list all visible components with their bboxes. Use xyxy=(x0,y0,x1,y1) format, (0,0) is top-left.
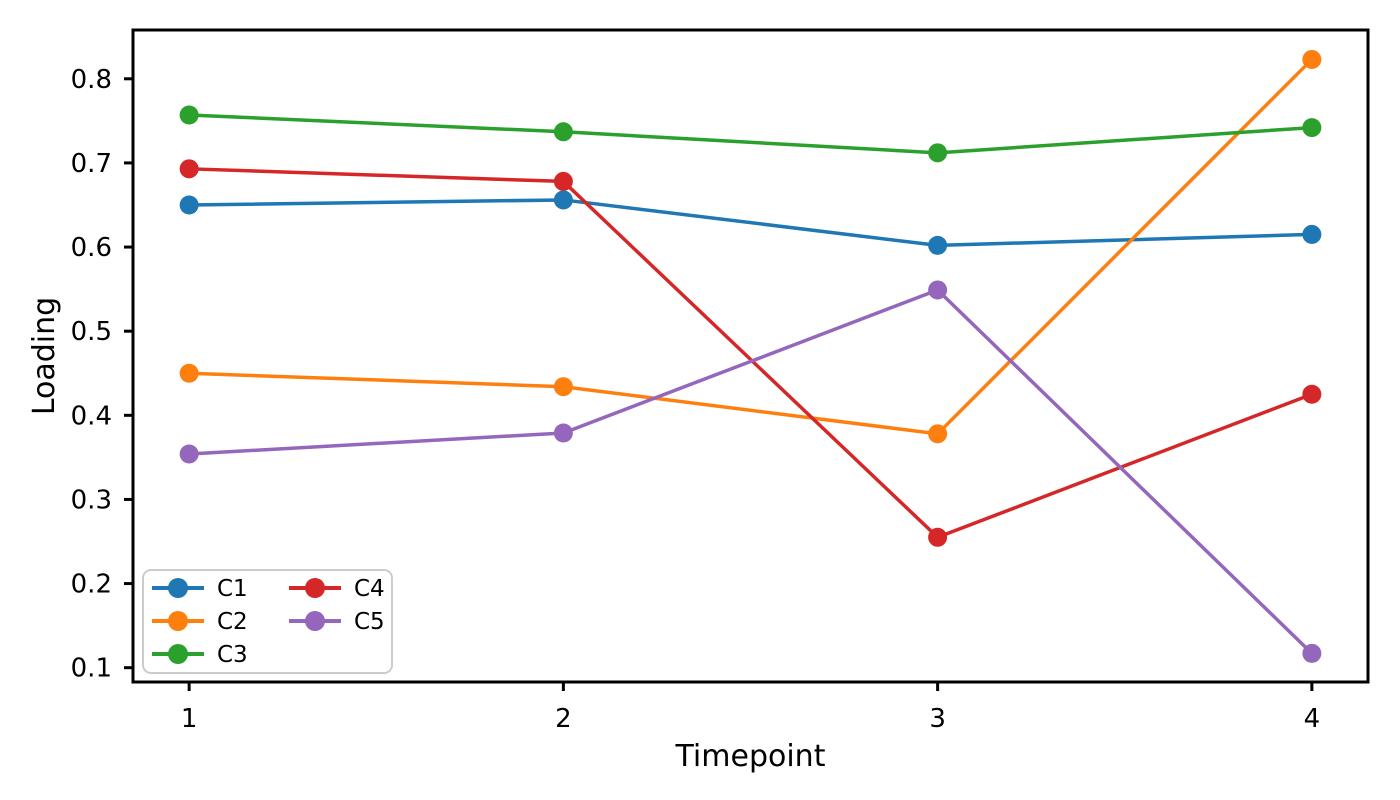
series-C2 xyxy=(179,49,1322,444)
x-tick-label: 4 xyxy=(1304,704,1321,734)
series-C1-marker xyxy=(179,195,199,215)
y-tick-label: 0.2 xyxy=(71,570,112,600)
y-tick-label: 0.7 xyxy=(71,149,112,179)
x-tick-label: 2 xyxy=(555,704,572,734)
legend-label-C1: C1 xyxy=(217,576,248,602)
legend-box xyxy=(142,569,393,674)
series-C2-marker xyxy=(553,377,573,397)
series-C2-line xyxy=(187,57,1314,436)
legend-marker-C4 xyxy=(305,578,325,598)
series-C1-marker xyxy=(928,235,948,255)
y-tick-label: 0.6 xyxy=(71,233,112,263)
series-C1 xyxy=(179,190,1322,255)
series-C3-marker xyxy=(1302,118,1322,138)
series-C2-marker xyxy=(1302,49,1322,69)
series-C4 xyxy=(179,159,1322,547)
legend-label-C5: C5 xyxy=(354,609,385,635)
plot-border xyxy=(131,28,1370,684)
legend-label-C3: C3 xyxy=(217,642,248,668)
legend-entry-C2: C2 xyxy=(152,609,248,635)
x-tick-label: 3 xyxy=(929,704,946,734)
series-C3-marker xyxy=(179,105,199,125)
series-C4-marker xyxy=(179,159,199,179)
legend-marker-C1 xyxy=(168,578,188,598)
y-tick-label: 0.3 xyxy=(71,485,112,515)
series-C1-marker xyxy=(1302,224,1322,244)
y-tick-label: 0.4 xyxy=(71,401,112,431)
series-C1-marker xyxy=(553,190,573,210)
legend-label-C2: C2 xyxy=(217,609,248,635)
series-C3-marker xyxy=(553,122,573,142)
legend-entry-C5: C5 xyxy=(289,609,385,635)
series-C5-marker xyxy=(553,423,573,443)
legend-marker-C5 xyxy=(305,611,325,631)
series-C3-line xyxy=(187,113,1314,155)
y-tick-label: 0.8 xyxy=(71,65,112,95)
axis-ticks: 1 2 3 4 0.1 0.2 0.3 0.4 0.5 0.6 0.7 0.8 xyxy=(71,65,1320,734)
legend: C1 C2 C3 C4 C5 xyxy=(142,569,393,674)
series-C2-marker xyxy=(928,424,948,444)
legend-entry-C3: C3 xyxy=(152,642,248,668)
series-C5-line xyxy=(187,288,1314,656)
series-C4-marker xyxy=(1302,384,1322,404)
series-C3 xyxy=(179,105,1322,163)
series-C2-marker xyxy=(179,363,199,383)
series-C4-marker xyxy=(928,527,948,547)
legend-entry-C1: C1 xyxy=(152,576,248,602)
series-C4-marker xyxy=(553,171,573,191)
series-C1-line xyxy=(187,198,1314,248)
series-C4-line xyxy=(187,167,1314,540)
series-C5-marker xyxy=(1302,643,1322,663)
y-axis-label: Loading xyxy=(27,296,62,416)
y-tick-label: 0.1 xyxy=(71,654,112,684)
legend-marker-C3 xyxy=(168,644,188,664)
series-C5-marker xyxy=(179,444,199,464)
legend-label-C4: C4 xyxy=(354,576,385,602)
x-tick-label: 1 xyxy=(181,704,198,734)
y-tick-label: 0.5 xyxy=(71,317,112,347)
series-C3-marker xyxy=(928,143,948,163)
x-axis-label: Timepoint xyxy=(675,739,826,774)
legend-marker-C2 xyxy=(168,611,188,631)
series-C5 xyxy=(179,280,1322,663)
series-C5-marker xyxy=(928,280,948,300)
legend-entry-C4: C4 xyxy=(289,576,385,602)
